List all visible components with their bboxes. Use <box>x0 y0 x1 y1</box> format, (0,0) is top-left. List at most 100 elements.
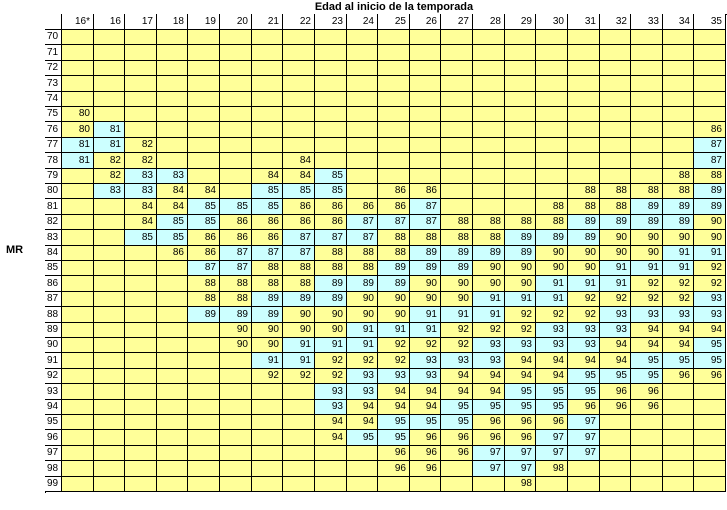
empty-cell <box>694 477 726 492</box>
column-header: 34 <box>663 14 694 30</box>
value-cell: 90 <box>663 230 694 246</box>
empty-cell <box>157 61 188 76</box>
value-cell: 81 <box>62 153 94 169</box>
empty-cell <box>94 415 125 430</box>
empty-cell <box>315 45 347 61</box>
value-cell: 89 <box>220 307 252 323</box>
value-cell: 86 <box>315 199 347 215</box>
empty-cell <box>157 307 188 323</box>
value-cell: 95 <box>536 384 568 400</box>
value-cell: 90 <box>631 230 663 246</box>
value-cell: 88 <box>600 199 631 215</box>
empty-cell <box>378 477 410 492</box>
value-cell: 95 <box>600 369 631 384</box>
value-cell: 86 <box>315 215 347 230</box>
column-header: 23 <box>315 14 347 30</box>
value-cell: 88 <box>536 199 568 215</box>
empty-cell <box>188 153 220 169</box>
empty-cell <box>125 276 157 292</box>
empty-cell <box>631 76 663 92</box>
value-cell: 90 <box>378 292 410 307</box>
empty-cell <box>157 338 188 353</box>
empty-cell <box>125 353 157 369</box>
value-cell: 96 <box>505 415 536 430</box>
empty-cell <box>283 92 315 107</box>
value-cell: 86 <box>252 230 283 246</box>
value-cell: 85 <box>188 215 220 230</box>
value-cell: 96 <box>663 369 694 384</box>
value-cell: 89 <box>505 230 536 246</box>
value-cell: 88 <box>600 184 631 199</box>
empty-cell <box>252 384 283 400</box>
value-cell: 86 <box>188 246 220 261</box>
value-cell: 88 <box>252 276 283 292</box>
row-header: 83 <box>45 230 62 246</box>
empty-cell <box>441 122 473 138</box>
empty-cell <box>188 45 220 61</box>
empty-cell <box>410 122 441 138</box>
value-cell: 89 <box>600 215 631 230</box>
empty-cell <box>441 45 473 61</box>
empty-cell <box>220 122 252 138</box>
value-cell: 89 <box>694 184 726 199</box>
empty-cell <box>157 122 188 138</box>
value-cell: 90 <box>252 338 283 353</box>
column-header: 25 <box>378 14 410 30</box>
value-cell: 93 <box>536 338 568 353</box>
empty-cell <box>315 461 347 477</box>
value-cell: 95 <box>378 415 410 430</box>
value-cell: 89 <box>473 246 505 261</box>
value-cell: 92 <box>694 261 726 276</box>
empty-cell <box>663 446 694 461</box>
value-cell: 96 <box>410 430 441 446</box>
value-cell: 88 <box>694 169 726 184</box>
value-cell: 93 <box>536 323 568 338</box>
column-header: 28 <box>473 14 505 30</box>
empty-cell <box>694 107 726 122</box>
empty-cell <box>631 138 663 153</box>
value-cell: 87 <box>694 153 726 169</box>
value-cell: 94 <box>600 338 631 353</box>
value-cell: 94 <box>410 400 441 415</box>
empty-cell <box>125 369 157 384</box>
empty-cell <box>157 292 188 307</box>
empty-cell <box>94 45 125 61</box>
empty-cell <box>125 246 157 261</box>
empty-cell <box>62 353 94 369</box>
empty-cell <box>188 30 220 45</box>
empty-cell <box>347 122 378 138</box>
value-cell: 91 <box>663 246 694 261</box>
empty-cell <box>410 153 441 169</box>
value-cell: 88 <box>347 246 378 261</box>
value-cell: 90 <box>505 276 536 292</box>
empty-cell <box>536 477 568 492</box>
empty-cell <box>505 199 536 215</box>
value-cell: 85 <box>188 199 220 215</box>
empty-cell <box>315 153 347 169</box>
value-cell: 93 <box>600 323 631 338</box>
value-cell: 85 <box>220 199 252 215</box>
value-cell: 93 <box>568 323 600 338</box>
value-cell: 92 <box>631 292 663 307</box>
empty-cell <box>94 92 125 107</box>
empty-cell <box>347 30 378 45</box>
empty-cell <box>473 92 505 107</box>
value-cell: 87 <box>410 199 441 215</box>
value-cell: 93 <box>410 369 441 384</box>
empty-cell <box>94 30 125 45</box>
value-cell: 86 <box>283 215 315 230</box>
empty-cell <box>378 138 410 153</box>
value-cell: 90 <box>694 215 726 230</box>
empty-cell <box>568 477 600 492</box>
empty-cell <box>157 384 188 400</box>
empty-cell <box>536 61 568 76</box>
value-cell: 93 <box>315 400 347 415</box>
value-cell: 85 <box>315 169 347 184</box>
value-cell: 92 <box>631 276 663 292</box>
value-cell: 94 <box>473 384 505 400</box>
empty-cell <box>505 76 536 92</box>
value-cell: 81 <box>62 138 94 153</box>
value-cell: 90 <box>252 323 283 338</box>
value-cell: 81 <box>94 122 125 138</box>
empty-cell <box>473 477 505 492</box>
